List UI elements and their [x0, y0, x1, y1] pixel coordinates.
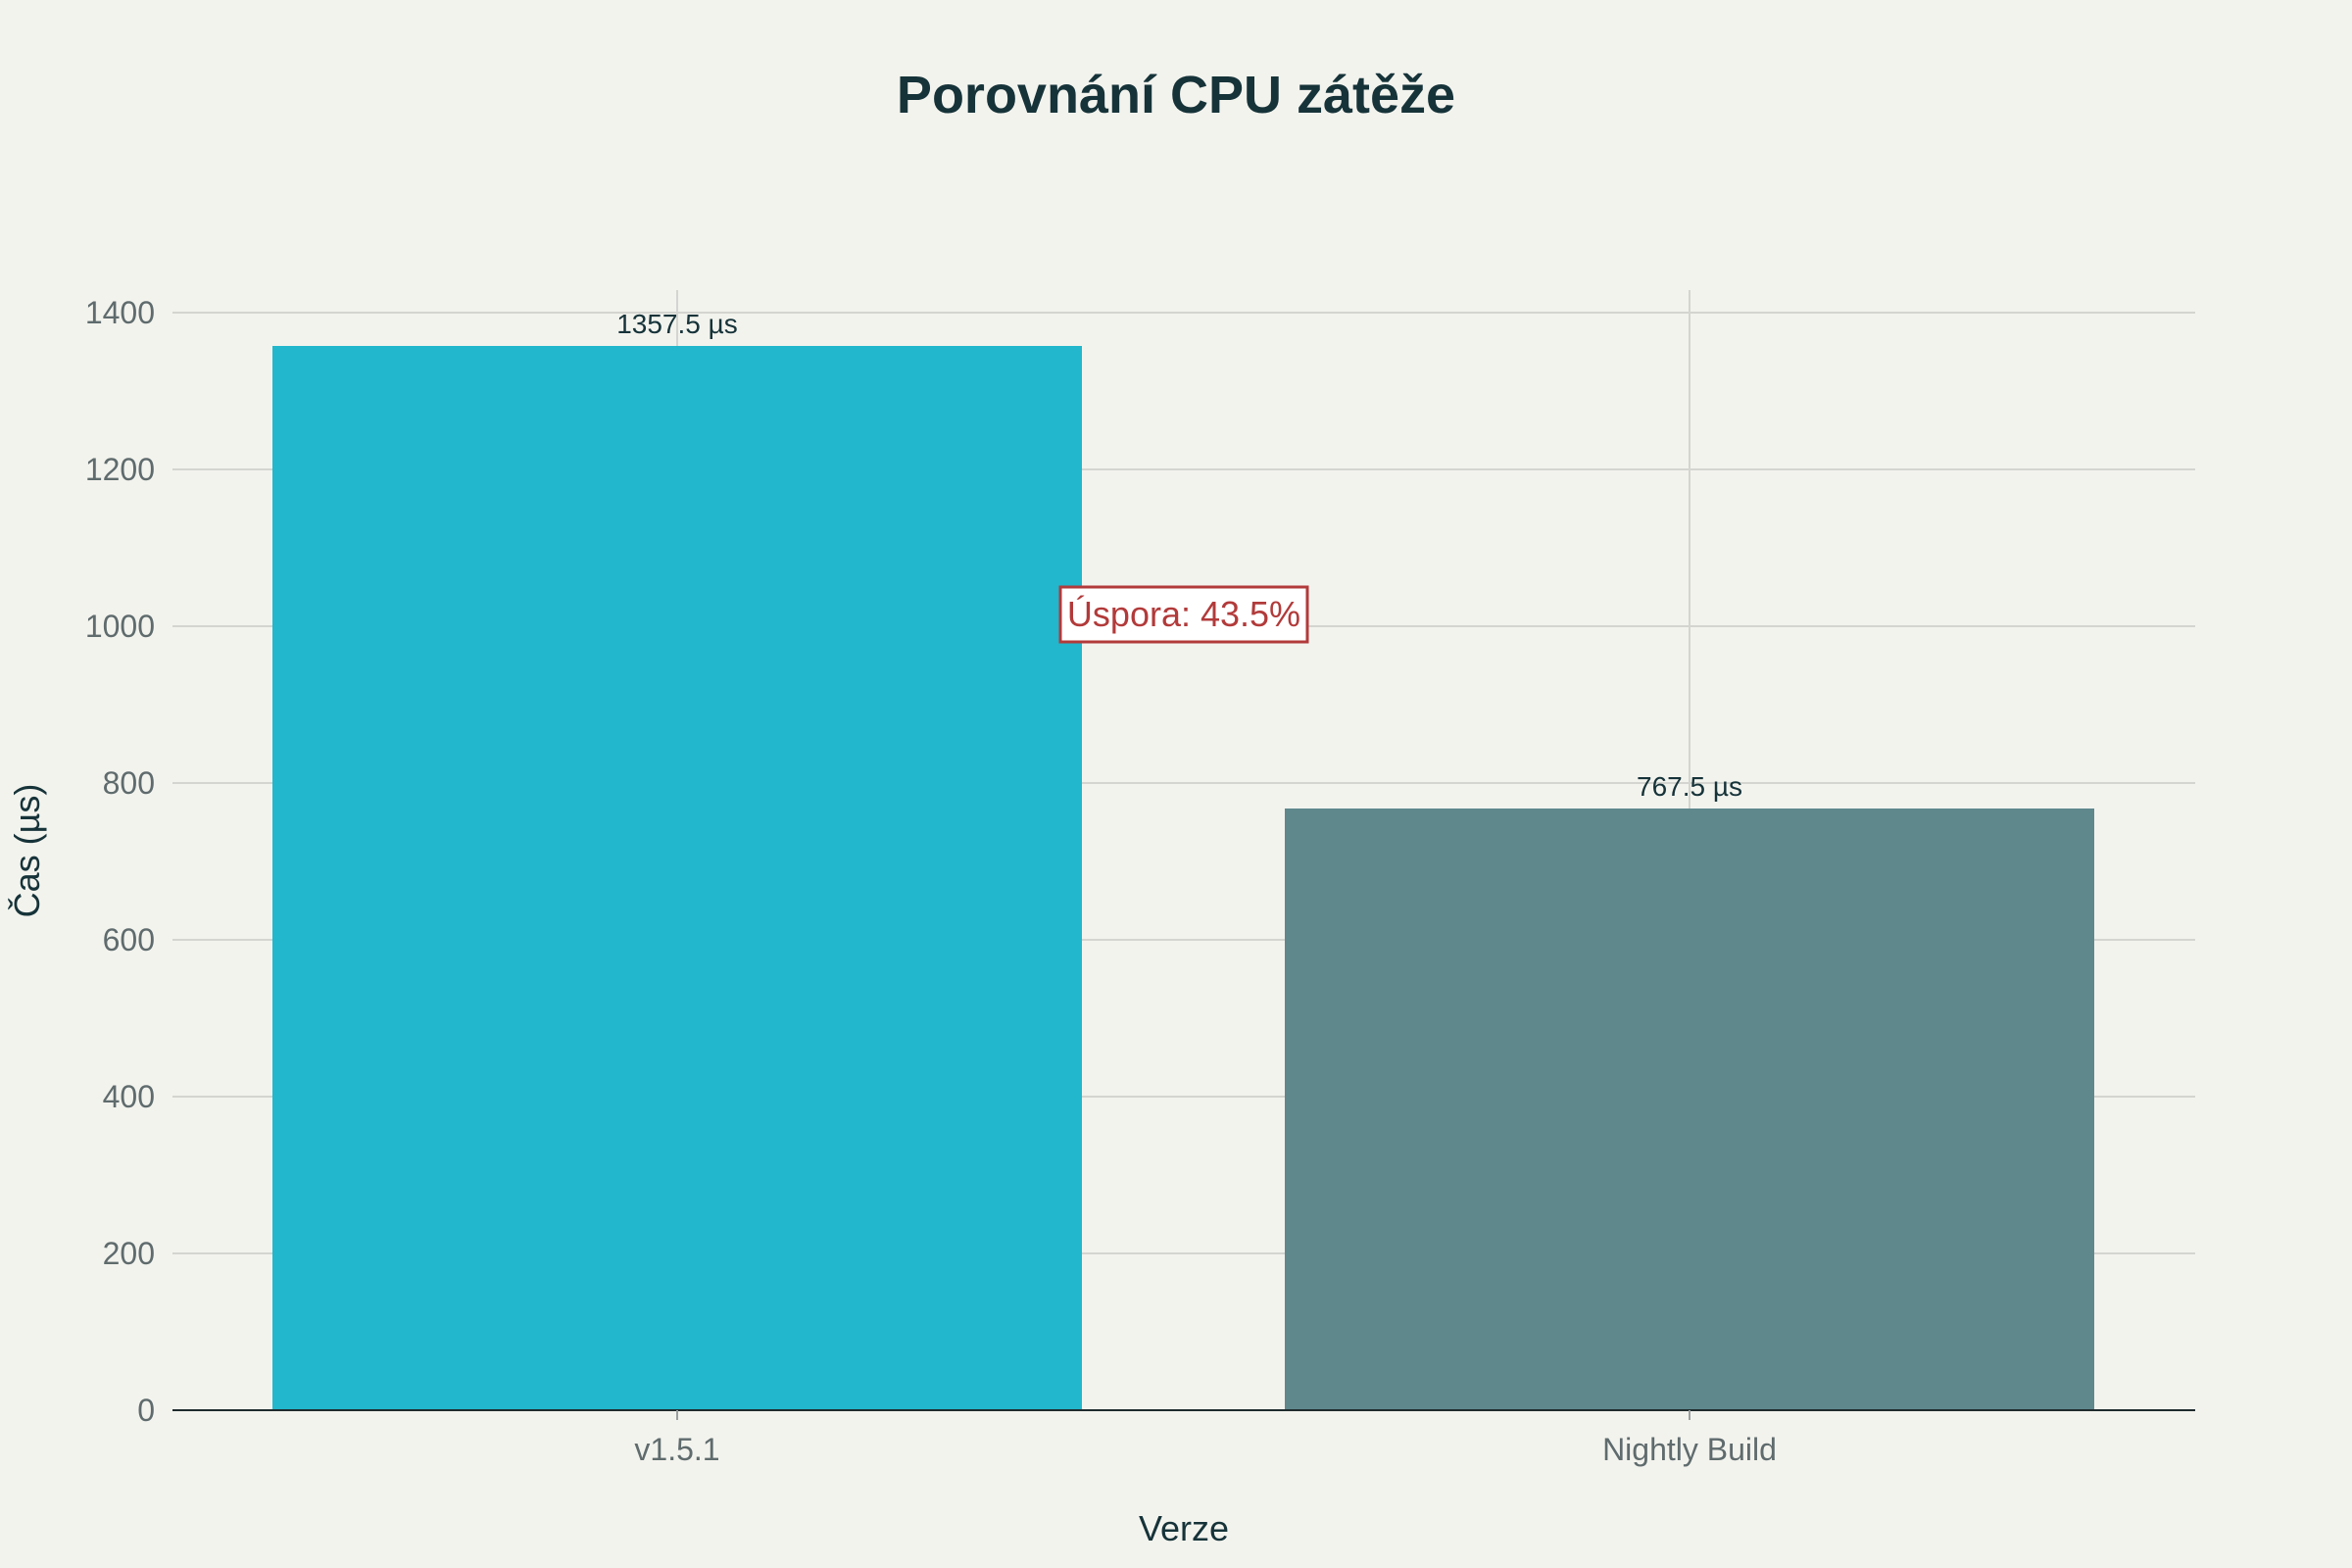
- x-tick-label: Nightly Build: [1602, 1432, 1777, 1467]
- bars: [272, 346, 2094, 1410]
- y-tick-label: 400: [103, 1079, 155, 1114]
- y-tick-label: 1400: [85, 295, 155, 330]
- x-tick-label: v1.5.1: [634, 1432, 719, 1467]
- bar-nightly-build: [1285, 808, 2094, 1410]
- x-axis-title: Verze: [1139, 1508, 1229, 1548]
- y-tick-label: 600: [103, 922, 155, 957]
- annotation-box: [1058, 585, 1309, 644]
- annotation-text: Úspora: 43.5%: [1067, 594, 1300, 634]
- bar-value-label: 1357.5 µs: [616, 309, 738, 339]
- y-tick-label: 800: [103, 765, 155, 801]
- bar-v151: [272, 346, 1082, 1410]
- y-tick-label: 1000: [85, 609, 155, 644]
- y-tick-label: 1200: [85, 452, 155, 487]
- chart-title: Porovnání CPU zátěže: [897, 66, 1455, 124]
- savings-annotation: Úspora: 43.5%: [1058, 585, 1309, 644]
- y-axis-title: Čas (µs): [7, 784, 47, 918]
- tick-labels: 0 200 400 600 800 1000 1200 1400 v1.5.1 Nightly B…: [85, 295, 1777, 1467]
- bar-value-label: 767.5 µs: [1637, 771, 1742, 802]
- data-labels: 1357.5 µs 767.5 µs: [616, 309, 1742, 802]
- y-tick-label: 0: [137, 1393, 155, 1428]
- y-tick-label: 200: [103, 1236, 155, 1271]
